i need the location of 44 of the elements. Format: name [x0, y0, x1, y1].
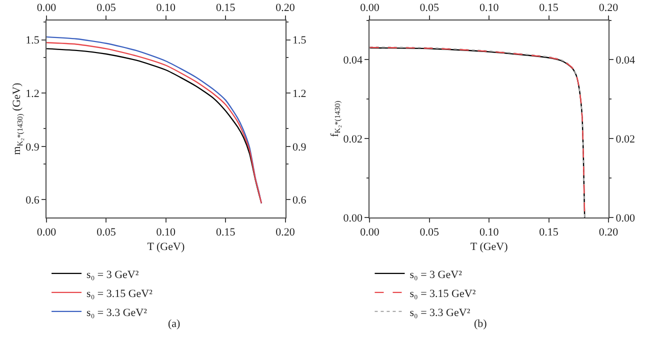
- x-tick-label: 0.10: [479, 2, 500, 14]
- x-tick-label: 0.15: [539, 2, 559, 14]
- x2-tick-label: 0.20: [598, 226, 619, 239]
- y-tick-label: 1.2: [26, 88, 40, 100]
- x-axis-title: T (GeV): [470, 240, 508, 253]
- x-tick-label: 0.05: [420, 2, 440, 14]
- legend-label: s₀ = 3.3 GeV²: [410, 306, 471, 319]
- legend-label: s₀ = 3.3 GeV²: [86, 306, 148, 319]
- x2-tick-label: 0.00: [360, 226, 380, 239]
- x2-tick-label: 0.00: [36, 226, 57, 239]
- y-tick-label: 0.04: [343, 54, 364, 67]
- y-tick-label: 0.9: [26, 141, 40, 154]
- x2-tick-label: 0.05: [96, 226, 116, 239]
- x2-tick-label: 0.20: [276, 226, 296, 239]
- y2-tick-label: 1.5: [292, 34, 307, 47]
- x-tick-label: 0.05: [96, 2, 116, 14]
- legend-label: s₀ = 3.15 GeV²: [86, 288, 154, 300]
- x2-tick-label: 0.10: [156, 226, 176, 239]
- y-tick-label: 0.6: [26, 194, 40, 207]
- x-tick-label: 0.15: [216, 2, 236, 14]
- y-tick-label: 0.02: [343, 133, 363, 146]
- x2-tick-label: 0.05: [420, 226, 440, 239]
- x-tick-label: 0.20: [598, 2, 619, 14]
- y2-tick-label: 0.6: [292, 194, 307, 207]
- legend-label: s₀ = 3.15 GeV²: [410, 288, 476, 300]
- x-tick-label: 0.00: [36, 2, 57, 14]
- x2-tick-label: 0.10: [479, 226, 500, 239]
- y2-tick-label: 0.00: [616, 212, 636, 224]
- y-tick-label: 0.00: [343, 212, 364, 224]
- y-tick-label: 1.5: [26, 34, 40, 47]
- x-tick-label: 0.00: [360, 2, 380, 14]
- x2-tick-label: 0.15: [216, 226, 236, 239]
- text: (b): [474, 318, 488, 330]
- text: (a): [168, 318, 181, 330]
- legend-label: s₀ = 3 GeV²: [86, 268, 140, 281]
- x-tick-label: 0.20: [276, 2, 296, 14]
- y2-tick-label: 0.02: [616, 133, 635, 146]
- x-axis-title: T (GeV): [147, 240, 185, 253]
- x2-tick-label: 0.15: [539, 226, 559, 239]
- y2-tick-label: 0.04: [616, 54, 636, 67]
- y2-tick-label: 0.9: [292, 141, 307, 154]
- legend-label: s₀ = 3 GeV²: [410, 268, 463, 281]
- y2-tick-label: 1.2: [292, 88, 306, 100]
- x-tick-label: 0.10: [156, 2, 176, 14]
